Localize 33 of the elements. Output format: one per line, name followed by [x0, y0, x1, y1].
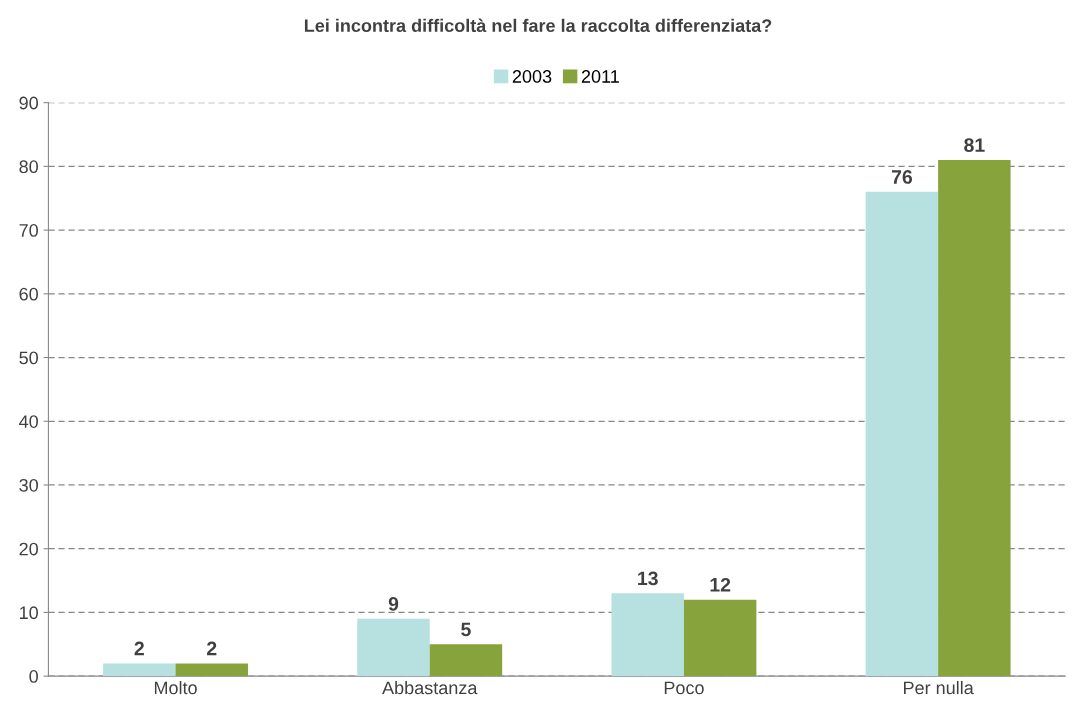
data-label: 13	[638, 571, 658, 586]
data-label: 76	[891, 170, 913, 184]
data-label: 12	[710, 577, 731, 592]
y-tick-label: 30	[19, 478, 38, 492]
bar	[865, 191, 939, 677]
x-tick-label: Per nulla	[903, 681, 974, 695]
bar	[175, 663, 248, 677]
bar	[103, 663, 176, 677]
x-tick-label: Poco	[664, 681, 704, 695]
y-tick-label: 40	[19, 415, 38, 428]
bar	[611, 593, 684, 677]
y-tick-label: 20	[19, 542, 38, 556]
bar	[683, 599, 757, 677]
y-tick-label: 80	[19, 160, 38, 174]
chart-title: Lei incontra difficoltà nel fare la raccolta differenziata?	[304, 18, 772, 33]
y-tick-label: 90	[19, 96, 38, 110]
x-tick-label: Molto	[154, 681, 197, 695]
bar	[357, 618, 430, 677]
data-label: 2	[134, 641, 144, 656]
legend-label: 2003	[512, 70, 552, 83]
y-tick-label: 60	[19, 287, 38, 301]
bar	[429, 644, 503, 677]
data-label: 5	[461, 622, 471, 637]
data-label: 9	[388, 597, 399, 611]
y-tick-label: 70	[19, 224, 38, 237]
y-tick-label: 10	[19, 606, 38, 620]
y-tick-label: 50	[19, 351, 38, 365]
data-label: 81	[964, 138, 985, 152]
data-label: 2	[207, 641, 217, 656]
x-tick-label: Abbastanza	[382, 681, 478, 695]
y-tick-label: 0	[29, 670, 38, 683]
bar	[938, 160, 1011, 677]
legend-label: 2011	[581, 70, 619, 83]
